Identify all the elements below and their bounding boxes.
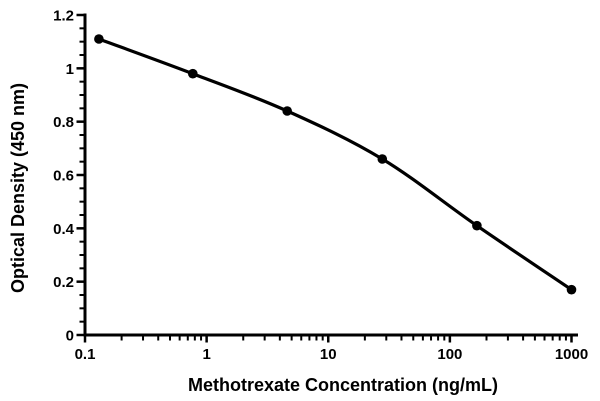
axes-layer bbox=[83, 13, 578, 337]
x-axis-title: Methotrexate Concentration (ng/mL) bbox=[188, 375, 498, 395]
y-tick-label: 0.4 bbox=[53, 221, 75, 238]
y-tick-label: 0.8 bbox=[53, 114, 74, 131]
x-tick-label: 100 bbox=[437, 346, 462, 363]
x-tick-label: 1000 bbox=[555, 346, 588, 363]
y-tick-label: 0.2 bbox=[53, 274, 74, 291]
data-point-marker bbox=[282, 106, 293, 116]
y-tick-label: 1.2 bbox=[53, 8, 74, 25]
data-point-marker bbox=[566, 284, 577, 295]
x-tick-label: 10 bbox=[320, 346, 337, 363]
data-point-marker bbox=[377, 154, 388, 164]
data-point-marker bbox=[472, 220, 482, 231]
y-tick-label: 1 bbox=[66, 61, 74, 78]
axis-ticks-layer bbox=[76, 13, 573, 343]
y-tick-label: 0.6 bbox=[53, 168, 74, 185]
x-tick-label: 0.1 bbox=[75, 346, 96, 363]
data-point-marker bbox=[94, 34, 104, 44]
x-tick-label: 1 bbox=[202, 346, 210, 363]
y-tick-label: 0 bbox=[66, 328, 74, 345]
data-series-layer bbox=[94, 34, 577, 295]
data-point-marker bbox=[188, 68, 198, 79]
standard-curve-line bbox=[97, 37, 574, 292]
y-axis-title: Optical Density (450 nm) bbox=[8, 83, 28, 293]
tick-labels-layer: 0 0.2 0.4 0.6 0.8 1 1.2 0.1 1 10 100 1000 bbox=[53, 8, 588, 364]
